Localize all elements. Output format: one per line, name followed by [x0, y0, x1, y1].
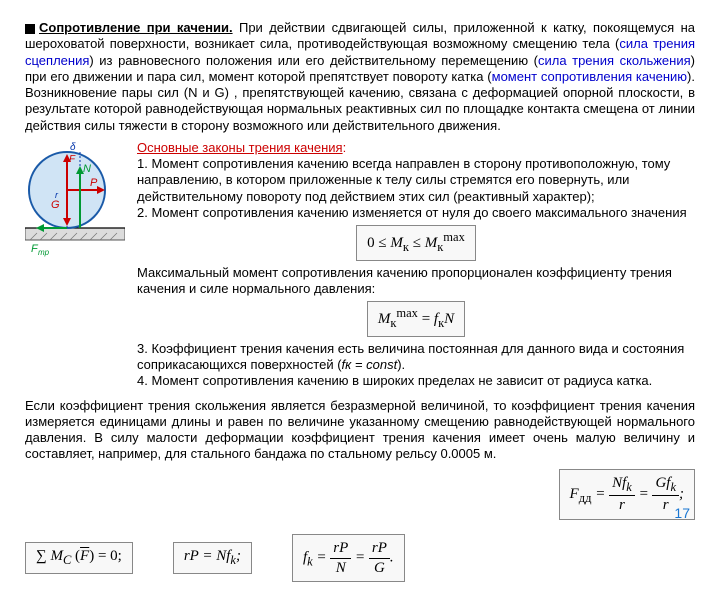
page-number: 17 [674, 505, 690, 523]
svg-text:δ: δ [70, 142, 76, 153]
formula-fdd: Fдд = Nfkr = Gfkr; [25, 469, 695, 520]
svg-text:P: P [90, 177, 98, 189]
intro-paragraph: Сопротивление при качении. При действии … [25, 20, 695, 134]
law-3: 3. Коэффициент трения качения есть велич… [137, 341, 695, 374]
bottom-formulas-row: ∑ MC (F) = 0; rP = Nfk; fk = rPN = rPG. [25, 534, 695, 583]
bullet-marker [25, 24, 35, 34]
svg-text:тр: тр [38, 248, 50, 257]
svg-text:N: N [83, 163, 91, 175]
rolling-diagram: G P F δ N F тр r [25, 140, 125, 390]
final-paragraph: Если коэффициент трения скольжения являе… [25, 398, 695, 463]
text: ) из равновесного положения или его дейс… [89, 53, 538, 68]
section-heading: Сопротивление при качении. [39, 20, 233, 35]
formula-fk: fk = rPN = rPG. [292, 534, 405, 583]
max-moment-text: Максимальный момент сопротивления качени… [137, 265, 695, 298]
svg-text:F: F [69, 154, 76, 165]
formula-range: 0 ≤ Mк ≤ Mкmax [356, 225, 476, 261]
formula-max: Mкmax = fкN [367, 301, 465, 337]
diagram-svg: G P F δ N F тр r [25, 140, 125, 260]
term-moment: момент сопротивления качению [492, 69, 687, 84]
term-sliding: сила трения скольжения [538, 53, 691, 68]
formula-moment-sum: ∑ MC (F) = 0; [25, 542, 133, 574]
law-2: 2. Момент сопротивления качению изменяет… [137, 205, 695, 221]
law-1: 1. Момент сопротивления качению всегда н… [137, 156, 695, 205]
formula-rp: rP = Nfk; [173, 542, 252, 574]
laws-content: Основные законы трения качения: 1. Момен… [137, 140, 695, 390]
law-4: 4. Момент сопротивления качению в широки… [137, 373, 695, 389]
laws-title: Основные законы трения качения [137, 140, 343, 155]
svg-text:G: G [51, 199, 60, 211]
